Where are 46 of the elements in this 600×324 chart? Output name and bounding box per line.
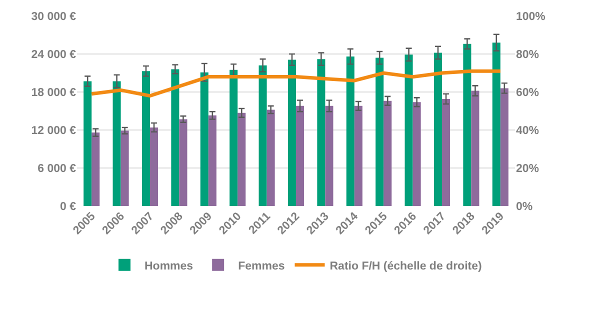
y-tick-label: 24 000 € <box>31 49 77 62</box>
bar <box>230 70 238 206</box>
bar <box>442 98 450 206</box>
line-series <box>90 69 502 98</box>
bar <box>434 52 442 206</box>
bar <box>412 102 421 206</box>
bar <box>200 72 208 206</box>
y2-tick-label: 100% <box>516 11 546 24</box>
bar <box>112 81 121 206</box>
legend-label: Ratio F/H (échelle de droite) <box>330 260 482 272</box>
bar <box>208 115 216 206</box>
bar <box>142 71 150 206</box>
legend-label: Hommes <box>144 260 194 272</box>
bar <box>150 127 158 206</box>
bar <box>266 110 275 206</box>
bar <box>92 132 100 206</box>
y-tick-label: 6 000 € <box>38 163 77 176</box>
y2-tick-label: 60% <box>516 87 540 100</box>
y2-tick-label: 20% <box>516 163 540 176</box>
bar <box>317 59 326 206</box>
y-tick-label: 12 000 € <box>31 125 77 138</box>
y-tick-label: 18 000 € <box>31 87 77 100</box>
bar <box>238 112 246 206</box>
bar <box>179 119 188 206</box>
bar <box>325 106 334 206</box>
bar <box>120 130 129 206</box>
bar <box>84 81 92 206</box>
y2-tick-label: 80% <box>516 49 540 62</box>
bar <box>500 88 508 206</box>
bar <box>296 106 304 206</box>
bar <box>492 42 500 206</box>
y-tick-label: 0 € <box>60 201 77 214</box>
bar <box>258 65 267 206</box>
bar <box>404 54 413 206</box>
bar <box>471 90 480 206</box>
bar <box>288 60 296 206</box>
bar <box>376 58 384 206</box>
y-tick-label: 30 000 € <box>31 11 77 24</box>
bar <box>171 69 180 206</box>
legend-label: Femmes <box>238 260 285 272</box>
bar <box>384 100 392 206</box>
y2-tick-label: 40% <box>516 125 540 138</box>
y2-tick-label: 0% <box>516 201 533 214</box>
bar <box>354 106 362 206</box>
bar <box>346 56 354 206</box>
bar <box>463 44 472 206</box>
